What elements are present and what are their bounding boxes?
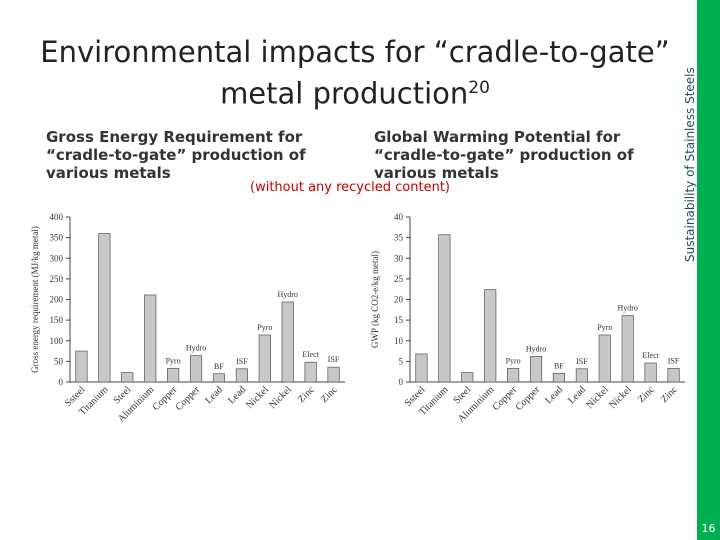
bar-label: Elect — [302, 350, 319, 359]
chart-caption: Global Warming Potential for “cradle-to-… — [374, 128, 634, 182]
x-tick-label: Nickel — [267, 384, 294, 411]
bar-label: Elect — [642, 351, 659, 360]
y-tick-label: 0 — [59, 377, 64, 387]
y-tick-label: 25 — [394, 274, 404, 284]
bar-label: Hydro — [617, 304, 637, 313]
bar-label: ISF — [668, 356, 680, 365]
bar — [484, 289, 497, 383]
bar-label: Pyro — [506, 356, 521, 365]
x-tick-label: Nickel — [244, 384, 271, 411]
bar — [235, 368, 248, 383]
bar — [327, 366, 340, 383]
chart: GWP (kg CO2-e/kg metal)0510152025303540S… — [370, 212, 685, 425]
bar — [98, 233, 111, 383]
y-tick-label: 35 — [394, 233, 404, 243]
y-tick-label: 50 — [54, 356, 64, 366]
bar — [621, 315, 634, 383]
y-tick-label: 400 — [50, 212, 64, 222]
chart-caption: Gross Energy Requirement for “cradle-to-… — [46, 128, 306, 182]
bar-label: ISF — [328, 355, 340, 364]
bar — [667, 368, 680, 383]
y-tick-label: 100 — [50, 336, 64, 346]
x-tick-label: Lead — [203, 384, 225, 406]
y-tick-label: 5 — [399, 356, 404, 366]
side-label: Sustainability of Stainless Steels — [684, 67, 697, 262]
bar — [258, 334, 271, 383]
note: (without any recycled content) — [250, 180, 450, 195]
bar-label: Pyro — [597, 323, 612, 332]
y-tick-label: 0 — [399, 377, 404, 387]
title-ref: 20 — [468, 78, 490, 98]
y-tick-label: 300 — [50, 253, 64, 263]
y-tick-label: 10 — [394, 336, 404, 346]
chart: Gross energy requirement (MJ/kg metal) 0 5… — [30, 212, 345, 425]
x-tick-label: Copper — [151, 384, 180, 413]
x-tick-label: Zinc — [636, 384, 657, 405]
x-tick-label: Zinc — [296, 384, 317, 405]
bar — [167, 368, 180, 383]
page-number: 16 — [701, 522, 716, 535]
bar — [507, 368, 520, 383]
y-tick-label: 15 — [394, 315, 404, 325]
bar — [552, 372, 566, 383]
bar — [189, 355, 203, 383]
y-axis-label: Gross energy requirement (MJ/kg metal) — [30, 226, 40, 373]
bar-label: ISF — [576, 357, 588, 366]
x-tick-label: Zinc — [659, 384, 680, 405]
x-tick-label: Copper — [174, 384, 203, 413]
y-axis-label: GWP (kg CO2-e/kg metal) — [370, 251, 380, 348]
bar-label: Hydro — [526, 344, 546, 353]
x-tick-label: Zinc — [319, 384, 340, 405]
bar — [75, 350, 88, 383]
bar — [281, 301, 294, 383]
side-strip — [697, 0, 720, 540]
title-line: Environmental impacts for “cradle-to-gat… — [40, 35, 670, 69]
bar — [144, 294, 157, 383]
y-tick-label: 20 — [394, 295, 404, 305]
bar — [598, 334, 611, 383]
y-tick-label: 350 — [50, 233, 64, 243]
title-line: metal production — [220, 76, 469, 111]
slide-title: Environmental impacts for “cradle-to-gat… — [40, 34, 670, 112]
bar-label: BF — [554, 361, 564, 370]
bar-label: ISF — [236, 357, 248, 366]
bar — [212, 373, 226, 383]
x-tick-label: Copper — [514, 384, 543, 413]
x-tick-label: Lead — [543, 384, 565, 406]
y-tick-label: 250 — [50, 274, 64, 284]
bar-label: Hydro — [186, 344, 206, 353]
bar-label: Hydro — [277, 290, 297, 299]
bar — [121, 372, 134, 383]
side-text: Sustainability of Stainless Steels — [684, 67, 697, 262]
y-tick-label: 40 — [394, 212, 404, 222]
bar — [644, 362, 657, 383]
x-tick-label: Nickel — [607, 384, 634, 411]
bar — [529, 356, 543, 383]
bar — [304, 361, 317, 383]
y-tick-label: 200 — [50, 295, 64, 305]
bar — [575, 368, 588, 383]
x-tick-label: Copper — [491, 384, 520, 413]
bar-label: BF — [214, 362, 224, 371]
x-tick-label: Nickel — [584, 384, 611, 411]
bar — [415, 353, 428, 383]
bar-label: Pyro — [166, 356, 181, 365]
y-tick-label: 30 — [394, 253, 404, 263]
y-tick-label: 150 — [50, 315, 64, 325]
bar-label: Pyro — [257, 323, 272, 332]
bar — [461, 372, 474, 383]
bar — [438, 234, 451, 383]
